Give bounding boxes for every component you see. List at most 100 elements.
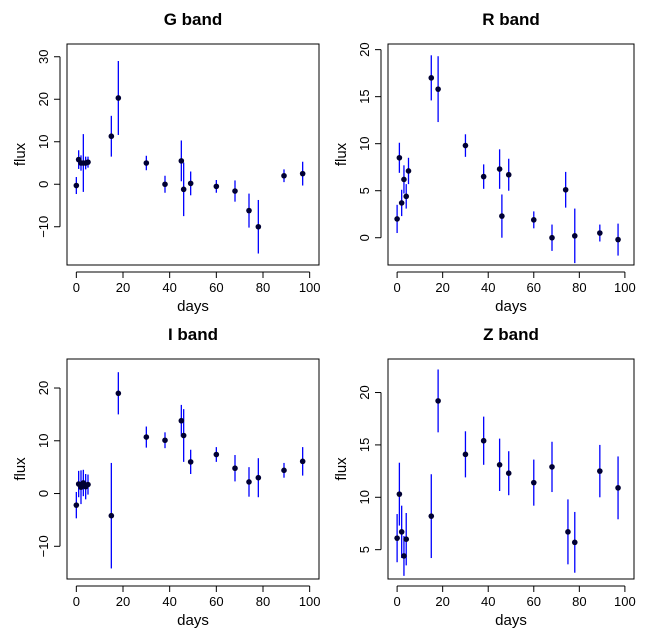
data-point <box>213 451 220 458</box>
data-point <box>255 223 262 230</box>
y-tick-label: 10 <box>36 135 51 149</box>
data-point <box>394 535 400 541</box>
data-point <box>143 434 150 440</box>
y-tick-label: −10 <box>36 535 51 557</box>
x-axis-label: days <box>495 298 527 315</box>
y-tick-label: 10 <box>36 434 51 448</box>
data-point <box>73 182 80 189</box>
data-point <box>187 459 194 465</box>
x-tick-label: 20 <box>116 280 130 295</box>
data-point <box>178 158 185 164</box>
y-tick-label: 15 <box>357 89 372 103</box>
data-point <box>398 200 405 206</box>
plot-frame <box>387 358 635 580</box>
y-tick-label: 30 <box>36 50 51 64</box>
y-tick-label: 0 <box>36 490 51 497</box>
x-tick-label: 80 <box>256 594 270 609</box>
data-point <box>428 75 435 81</box>
data-point <box>178 417 185 424</box>
y-tick-label: 20 <box>36 381 51 395</box>
data-point <box>435 398 441 404</box>
x-tick-label: 20 <box>116 594 130 609</box>
x-tick-label: 100 <box>614 594 636 609</box>
y-tick-label: 20 <box>36 92 51 106</box>
data-point <box>505 171 512 178</box>
data-point <box>281 172 287 179</box>
y-tick-label: 10 <box>357 136 372 150</box>
y-axis-label: flux <box>12 457 29 481</box>
x-tick-label: 60 <box>209 594 223 609</box>
y-tick-label: 0 <box>357 234 372 241</box>
data-point <box>108 512 115 519</box>
data-point <box>505 470 512 476</box>
x-tick-label: 0 <box>73 280 80 295</box>
data-point <box>549 234 555 241</box>
data-point <box>462 451 469 458</box>
data-point <box>299 458 306 465</box>
x-tick-label: 0 <box>393 280 400 295</box>
data-point <box>246 207 252 214</box>
data-point <box>615 236 621 243</box>
data-point <box>530 217 537 223</box>
x-tick-label: 40 <box>481 594 495 609</box>
data-point <box>162 437 168 444</box>
x-tick-label: 100 <box>299 594 321 609</box>
y-tick-label: 20 <box>357 385 372 399</box>
y-tick-label: 10 <box>357 490 372 504</box>
data-point <box>462 142 469 149</box>
data-point <box>394 216 400 222</box>
x-axis-label: days <box>495 612 527 628</box>
data-point <box>428 513 435 519</box>
y-tick-label: 5 <box>357 187 372 194</box>
data-point <box>180 432 187 439</box>
data-point <box>480 437 487 444</box>
data-point <box>232 465 238 472</box>
x-tick-label: 0 <box>393 594 400 609</box>
data-point <box>115 390 122 397</box>
chart-title: Z band <box>483 325 539 344</box>
data-point <box>401 176 407 183</box>
panel-1: G band 0 20 40 60 80 100 days −10 0 10 20 30 flux <box>12 10 321 315</box>
x-tick-label: 60 <box>209 280 223 295</box>
data-point <box>255 474 262 481</box>
plot-frame <box>66 43 320 266</box>
data-point <box>496 462 503 468</box>
data-point <box>499 213 505 219</box>
data-point <box>213 183 220 190</box>
data-point <box>187 180 194 187</box>
data-point <box>85 481 91 488</box>
data-point <box>403 536 410 542</box>
x-tick-label: 80 <box>256 280 270 295</box>
x-tick-label: 0 <box>73 594 80 609</box>
y-axis-label: flux <box>12 142 29 166</box>
x-tick-label: 60 <box>527 280 541 295</box>
data-point <box>480 173 487 180</box>
y-axis-label: flux <box>333 142 350 166</box>
x-tick-label: 40 <box>481 280 495 295</box>
data-point <box>108 133 115 140</box>
panel-3: I band 0 20 40 60 80 100 days −10 0 10 20 flux <box>12 325 321 628</box>
chart-title: G band <box>164 10 223 29</box>
data-point <box>162 181 168 188</box>
data-point <box>571 233 578 239</box>
data-point <box>398 529 405 535</box>
x-tick-label: 80 <box>572 594 586 609</box>
plot-frame <box>387 43 635 266</box>
data-point <box>403 193 410 200</box>
x-tick-label: 100 <box>299 280 321 295</box>
data-point <box>571 539 578 546</box>
data-point <box>396 491 403 497</box>
x-tick-label: 60 <box>527 594 541 609</box>
y-tick-label: 0 <box>36 181 51 188</box>
y-tick-label: −10 <box>36 216 51 238</box>
data-point <box>396 154 403 161</box>
data-point <box>496 166 503 172</box>
x-tick-label: 40 <box>162 594 176 609</box>
data-point <box>232 188 238 194</box>
data-point <box>115 95 122 101</box>
y-tick-label: 5 <box>357 546 372 553</box>
x-tick-label: 80 <box>572 280 586 295</box>
data-point <box>78 484 84 491</box>
x-tick-label: 20 <box>435 594 449 609</box>
